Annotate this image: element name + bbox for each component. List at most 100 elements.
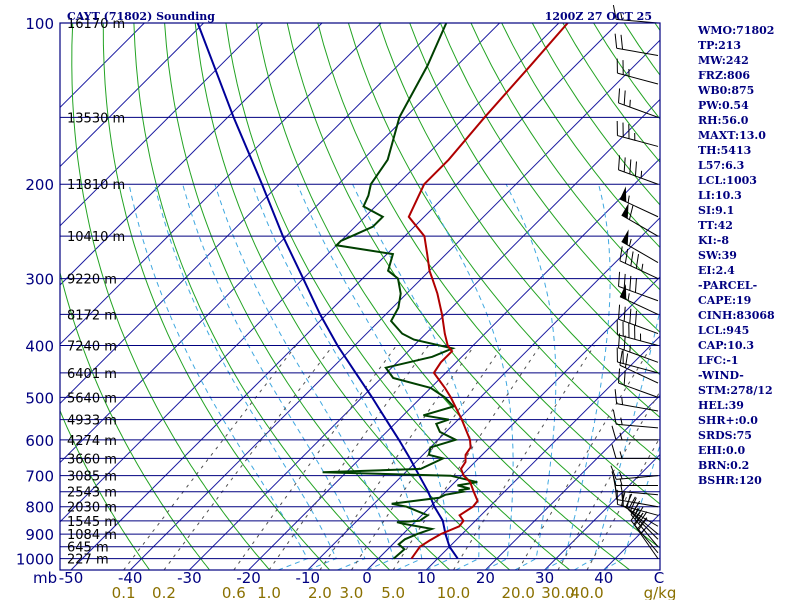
isotherm-line <box>544 453 660 570</box>
pressure-tick-label: 900 <box>25 526 54 544</box>
mixing-ratio-tick-label: 3.0 <box>340 584 364 600</box>
isotherm-line <box>189 98 660 570</box>
index-item: WB0:875 <box>698 84 755 97</box>
pressure-tick-label: 800 <box>25 499 54 517</box>
temperature-tick-label: 40 <box>594 569 613 587</box>
dry-adiabat-line <box>439 23 660 333</box>
temperature-tick-label: -50 <box>59 569 84 587</box>
mixing-ratio-tick-label: 20.0 <box>501 584 534 600</box>
temperature-tick-label: -10 <box>296 569 321 587</box>
index-item: CAPE:19 <box>698 294 752 307</box>
plot-frame <box>59 22 661 571</box>
wind-barb <box>619 350 659 384</box>
index-item: -PARCEL- <box>698 279 758 292</box>
isotherm-line <box>425 335 660 570</box>
dry-adiabat-line <box>133 23 391 570</box>
index-item: TP:213 <box>698 39 742 52</box>
moist-adiabat-line <box>573 308 660 570</box>
index-item: SW:39 <box>698 249 737 262</box>
pressure-tick-label: 600 <box>25 432 54 450</box>
moist-adiabat-line <box>214 184 394 570</box>
pressure-tick-label: 300 <box>25 271 54 289</box>
wind-barb <box>619 186 659 218</box>
mixing-ratio-tick-label: 1.0 <box>257 584 281 600</box>
mixing-ratio-line <box>557 390 660 570</box>
height-label: 9220 m <box>67 273 117 288</box>
pressure-tick-label: 200 <box>25 176 54 194</box>
temperature-tick-label: 10 <box>417 569 436 587</box>
index-item: SI:9.1 <box>698 204 735 217</box>
wind-barb <box>633 512 659 559</box>
dry-adiabat-line <box>60 409 151 570</box>
temperature-tick-label: 30 <box>535 569 554 587</box>
pressure-tick-label: 400 <box>25 337 54 355</box>
wind-barb <box>616 347 659 374</box>
mixing-ratio-line <box>233 345 397 570</box>
wind-barb <box>621 229 659 263</box>
isotherm-line <box>60 23 560 523</box>
parcel-trace <box>196 23 459 560</box>
mixing-ratio-line <box>586 436 660 570</box>
index-item: SHR+:0.0 <box>698 414 758 427</box>
mixing-ratio-tick-label: 30.0 <box>541 584 574 600</box>
index-item: HEL:39 <box>698 399 744 412</box>
wind-barb <box>618 271 659 302</box>
height-label: 10410 m <box>67 230 125 245</box>
pressure-tick-label: 100 <box>25 15 54 33</box>
isotherm-line <box>60 23 204 168</box>
pressure-tick-label: 700 <box>25 468 54 486</box>
temperature-unit-label: C <box>654 569 664 587</box>
height-label: 4933 m <box>67 414 117 429</box>
stability-indices-panel: WMO:71802 TP:213 MW:242 FRZ:806 WB0:875 PW:0.… <box>698 23 775 488</box>
isotherm-line <box>60 23 441 405</box>
index-item: SRDS:75 <box>698 429 752 442</box>
height-label: 8172 m <box>67 308 117 323</box>
wind-barb <box>618 304 659 335</box>
wind-barb <box>610 465 659 480</box>
dry-adiabat-line <box>409 23 660 376</box>
mixing-ratio-tick-label: 0.1 <box>112 584 136 600</box>
height-label: 13530 m <box>67 111 125 126</box>
isotherm-line <box>60 23 382 345</box>
dry-adiabat-line <box>164 23 451 570</box>
isotherm-line <box>70 23 619 570</box>
moist-adiabat-line <box>182 184 366 570</box>
moist-adiabat-line <box>505 183 557 570</box>
pressure-tick-label: 1000 <box>16 551 54 569</box>
wind-barb <box>618 155 659 185</box>
station-title: CAYT (71802) Sounding <box>67 10 215 23</box>
temperature-tick-label: 0 <box>362 569 372 587</box>
sounding-traces <box>196 23 569 560</box>
moist-adiabat-line <box>603 443 660 570</box>
mixing-ratio-line <box>268 345 429 570</box>
index-item: BSHR:120 <box>698 474 762 487</box>
mixing-ratio-line <box>319 345 475 570</box>
dry-adiabat-line <box>317 23 660 505</box>
index-item: BRN:0.2 <box>698 459 750 472</box>
isotherm-line <box>60 23 500 464</box>
wind-barb <box>619 246 659 280</box>
dry-adiabat-line <box>60 270 210 570</box>
height-label: 11810 m <box>67 178 125 193</box>
mixing-ratio-tick-label: 10.0 <box>437 584 470 600</box>
index-item: CAP:10.3 <box>698 339 755 352</box>
dry-adiabat-line <box>194 23 511 570</box>
height-label: 16170 m <box>67 17 125 32</box>
wind-barb <box>618 88 659 118</box>
index-item: -WIND- <box>698 369 744 382</box>
dry-adiabat-line <box>71 23 271 570</box>
wind-barb <box>616 58 659 85</box>
pressure-tick-label: 500 <box>25 389 54 407</box>
height-label: 2030 m <box>67 501 117 516</box>
height-label: 2543 m <box>67 486 117 501</box>
wind-barb <box>614 389 659 412</box>
index-item: LFC:-1 <box>698 354 739 367</box>
index-item: STM:278/12 <box>698 384 773 397</box>
mixing-ratio-tick-label: 2.0 <box>308 584 332 600</box>
axis-labels: 16170 m 13530 m 11810 m 10410 m 9220 m 8172 m… <box>16 15 677 600</box>
temperature-tick-label: 20 <box>476 569 495 587</box>
temperature-trace <box>407 23 569 560</box>
height-label: 1084 m <box>67 528 117 543</box>
index-item: TH:5413 <box>698 144 752 157</box>
index-item: MAXT:13.0 <box>698 129 766 142</box>
